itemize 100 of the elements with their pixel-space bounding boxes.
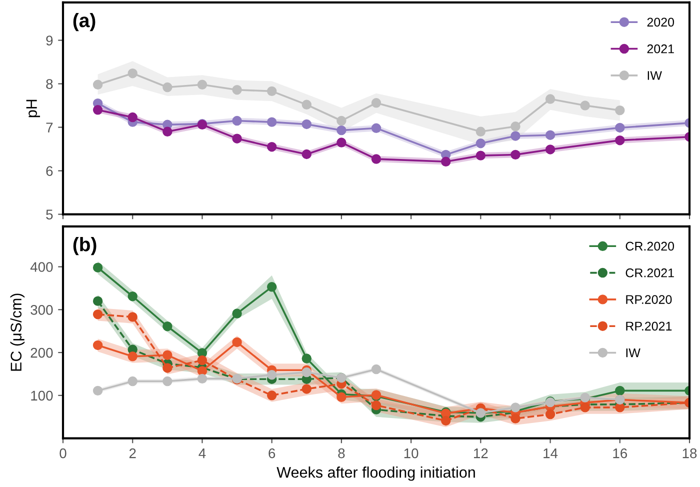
point [92,80,103,90]
point [266,370,277,380]
point [197,80,208,90]
legend-label: 2020 [647,18,674,27]
point [128,376,138,386]
point [580,402,590,412]
point [510,131,520,141]
legend-label: RP.2020 [626,295,672,304]
x-tick-label: 2 [129,448,136,458]
point [302,149,312,160]
point [128,352,138,362]
point [580,100,590,110]
point [162,82,172,92]
y-axis-title: pH [26,100,40,118]
point [476,150,486,160]
point [336,125,346,136]
point [371,98,382,108]
point [232,85,242,95]
point [92,296,103,306]
x-tick-label: 16 [613,448,628,458]
y-axis-title: EC (μS/cm) [10,294,25,371]
point [92,386,103,396]
point [266,86,277,96]
y-tick-label: 300 [30,304,53,315]
point [615,386,625,396]
point [336,138,346,148]
point [615,135,625,146]
point [232,134,242,144]
point [128,68,138,78]
y-tick-label: 200 [30,348,53,358]
point [162,363,172,373]
point [371,400,382,410]
x-axis-title: Weeks after flooding initiation [276,466,475,481]
point [266,390,277,400]
x-tick-label: 8 [338,448,345,458]
x-tick-label: 0 [60,448,66,458]
point [302,367,312,378]
legend-label: RP.2021 [626,322,672,331]
point [266,117,277,127]
point [441,416,451,426]
point [162,126,172,136]
y-tick-label: 5 [46,210,53,220]
point [162,376,172,386]
legend-label: IW [626,348,640,358]
point [128,312,138,322]
point [302,119,312,130]
point [441,156,451,167]
point [162,322,172,332]
point [128,291,138,302]
point [92,262,103,272]
point [615,105,625,116]
text: (a) [73,13,96,32]
x-tick-label: 14 [544,448,558,458]
point [545,94,556,104]
text: (b) [73,237,96,256]
point [232,337,242,348]
x-tick-label: 18 [682,448,697,458]
y-tick-label: 9 [46,36,53,46]
point [232,308,242,318]
y-tick-label: 6 [46,166,53,176]
x-tick-label: 4 [198,448,206,458]
point [336,392,346,402]
x-tick-label: 10 [404,448,418,458]
point [266,142,277,152]
legend-label: 2021 [647,44,674,54]
y-tick-label: 8 [46,79,53,89]
point [615,122,625,133]
point [371,154,382,164]
point [476,138,486,148]
point [510,402,520,412]
point [92,310,103,320]
y-tick-label: 7 [46,122,53,132]
point [266,282,277,292]
point [371,364,382,374]
point [128,112,138,122]
point [302,354,312,364]
y-tick-label: 400 [30,262,53,272]
point [510,414,520,424]
point [545,144,556,154]
legend-label: CR.2020 [626,242,674,251]
x-tick-label: 12 [474,448,488,458]
point [336,116,346,126]
point [510,150,520,160]
point [197,374,208,384]
point [545,409,556,420]
point [232,116,242,126]
y-tick-label: 100 [31,390,53,401]
point [510,122,520,132]
point [92,105,103,115]
point [371,123,382,134]
legend-label: IW [648,71,662,80]
point [302,100,312,110]
point [162,350,172,360]
point [197,355,208,366]
legend-label: CR.2021 [626,268,674,278]
x-tick-label: 6 [268,448,276,458]
point [92,340,103,350]
point [545,130,556,140]
point [476,126,486,136]
point [302,384,312,394]
